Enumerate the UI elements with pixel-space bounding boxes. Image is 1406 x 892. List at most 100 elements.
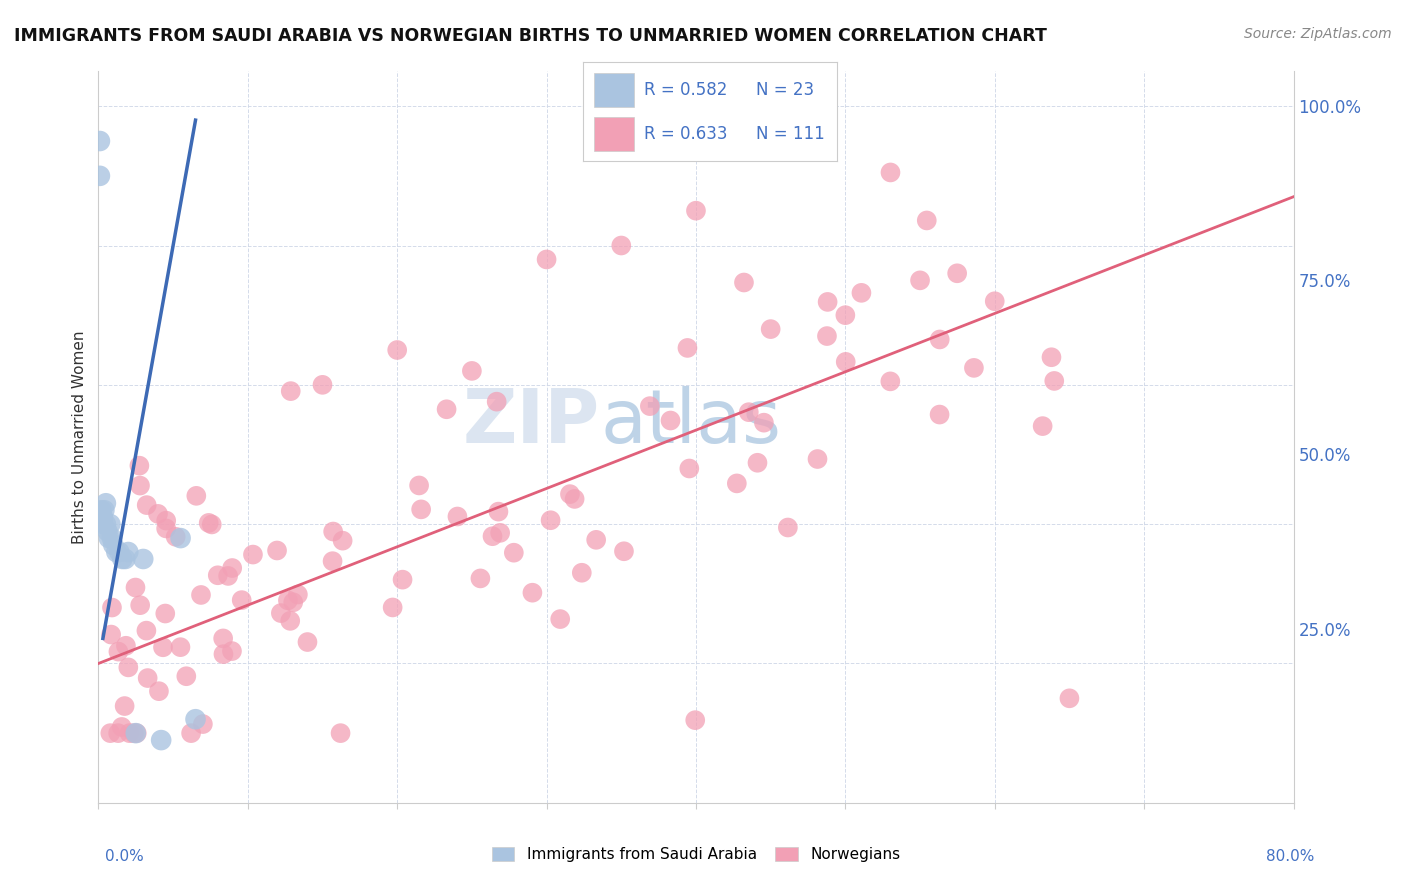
Point xyxy=(217,569,239,583)
Point xyxy=(585,533,607,547)
Point xyxy=(90,503,112,517)
Point xyxy=(91,517,114,532)
Point xyxy=(806,452,828,467)
Point xyxy=(446,509,468,524)
Point xyxy=(928,408,950,422)
Point xyxy=(155,521,177,535)
Point xyxy=(125,726,148,740)
Point xyxy=(332,533,354,548)
Point xyxy=(107,645,129,659)
Point xyxy=(946,266,969,280)
Point xyxy=(100,627,122,641)
Point xyxy=(231,593,253,607)
Point xyxy=(1059,691,1081,706)
Point xyxy=(129,478,152,492)
Point xyxy=(461,364,484,378)
Point xyxy=(135,498,157,512)
Point xyxy=(278,614,301,628)
Point xyxy=(94,496,117,510)
Point xyxy=(98,726,121,740)
Point xyxy=(152,640,174,655)
Point xyxy=(638,399,661,413)
Point xyxy=(436,402,458,417)
Point xyxy=(391,573,413,587)
Point xyxy=(481,529,503,543)
Point xyxy=(212,647,235,661)
Point xyxy=(613,544,636,558)
Point xyxy=(266,543,288,558)
Point xyxy=(558,487,581,501)
Point xyxy=(132,552,155,566)
Point xyxy=(984,294,1007,309)
Point xyxy=(283,595,305,609)
Text: 80.0%: 80.0% xyxy=(1267,849,1315,863)
Point xyxy=(752,416,775,430)
Point xyxy=(610,238,633,252)
Point xyxy=(107,726,129,740)
Point xyxy=(115,639,138,653)
Point xyxy=(89,134,111,148)
Point xyxy=(685,203,707,218)
Point xyxy=(242,548,264,562)
Point xyxy=(489,525,512,540)
Point xyxy=(169,531,191,545)
Point xyxy=(963,360,986,375)
Point xyxy=(94,517,117,532)
Point xyxy=(91,510,114,524)
Point xyxy=(738,405,761,419)
Point xyxy=(186,489,208,503)
Point xyxy=(879,375,901,389)
Point xyxy=(834,308,856,322)
Point xyxy=(270,606,292,620)
Bar xyxy=(593,118,634,151)
Point xyxy=(659,413,682,427)
Point xyxy=(908,273,931,287)
Point xyxy=(815,329,838,343)
Point xyxy=(155,514,177,528)
Point xyxy=(169,640,191,655)
Point xyxy=(93,503,115,517)
Point xyxy=(297,635,319,649)
Text: IMMIGRANTS FROM SAUDI ARABIA VS NORWEGIAN BIRTHS TO UNMARRIED WOMEN CORRELATION : IMMIGRANTS FROM SAUDI ARABIA VS NORWEGIA… xyxy=(14,27,1047,45)
Point xyxy=(851,285,873,300)
Point xyxy=(101,531,124,545)
Point xyxy=(111,552,134,566)
Point xyxy=(89,169,111,183)
Point xyxy=(128,458,150,473)
Point xyxy=(725,476,748,491)
Point xyxy=(207,568,229,582)
Point xyxy=(118,726,141,740)
Point xyxy=(536,252,558,267)
Point xyxy=(683,713,706,727)
Point xyxy=(571,566,593,580)
Point xyxy=(221,561,243,575)
Point xyxy=(540,513,562,527)
Point xyxy=(105,545,128,559)
Point xyxy=(488,505,510,519)
Point xyxy=(103,538,125,552)
Point xyxy=(197,516,219,530)
Point xyxy=(212,632,235,646)
Point xyxy=(129,598,152,612)
Text: ZIP: ZIP xyxy=(463,386,600,459)
Point xyxy=(311,377,333,392)
Point xyxy=(101,600,124,615)
Text: N = 111: N = 111 xyxy=(755,125,824,143)
Point xyxy=(114,552,136,566)
Point xyxy=(1040,351,1063,365)
Point xyxy=(322,524,344,539)
Legend: Immigrants from Saudi Arabia, Norwegians: Immigrants from Saudi Arabia, Norwegians xyxy=(485,840,907,868)
Text: N = 23: N = 23 xyxy=(755,81,814,99)
Point xyxy=(502,546,524,560)
Point xyxy=(776,520,799,534)
Point xyxy=(114,699,136,714)
Point xyxy=(879,165,901,179)
Point xyxy=(408,478,430,492)
Point xyxy=(148,684,170,698)
Point xyxy=(146,507,169,521)
Point xyxy=(411,502,433,516)
Point xyxy=(485,394,508,409)
Point xyxy=(190,588,212,602)
Text: 0.0%: 0.0% xyxy=(105,849,145,863)
Point xyxy=(678,461,700,475)
